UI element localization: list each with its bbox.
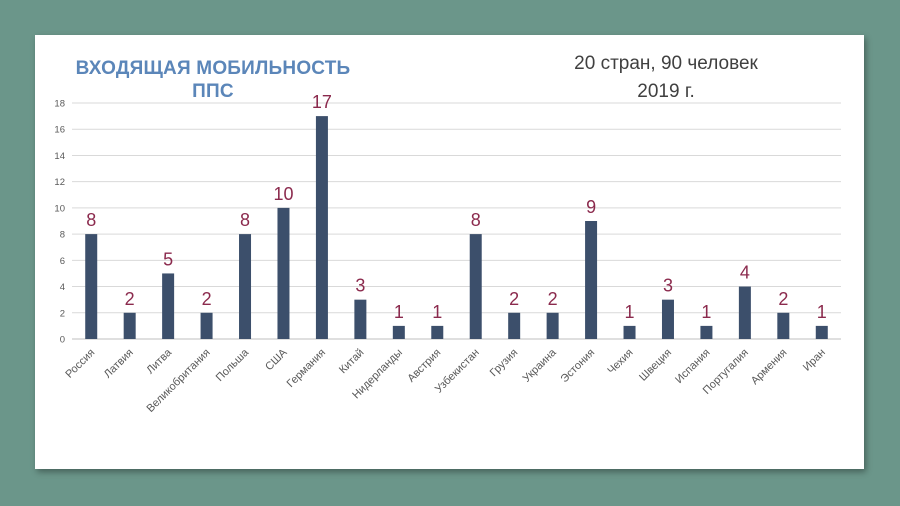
x-tick-label: Чехия bbox=[605, 347, 635, 377]
slide: ВХОДЯЩАЯ МОБИЛЬНОСТЬ ППС 20 стран, 90 че… bbox=[35, 35, 864, 469]
data-label: 1 bbox=[701, 302, 711, 322]
data-label: 8 bbox=[240, 210, 250, 230]
data-label: 3 bbox=[355, 276, 365, 296]
data-label: 8 bbox=[86, 210, 96, 230]
bar bbox=[200, 312, 213, 339]
data-label: 2 bbox=[778, 289, 788, 309]
bar bbox=[239, 234, 252, 339]
bar bbox=[815, 325, 828, 339]
data-label: 8 bbox=[471, 210, 481, 230]
data-label: 10 bbox=[273, 184, 293, 204]
y-tick-label: 6 bbox=[60, 256, 65, 267]
bar bbox=[123, 312, 136, 339]
bar bbox=[585, 221, 598, 339]
y-tick-label: 8 bbox=[60, 230, 65, 241]
data-label: 3 bbox=[663, 276, 673, 296]
x-tick-label: Грузия bbox=[488, 347, 521, 380]
x-tick-label: Литва bbox=[144, 346, 174, 376]
x-tick-label: Германия bbox=[285, 347, 328, 390]
y-tick-label: 18 bbox=[54, 99, 65, 110]
bar bbox=[508, 312, 521, 339]
x-tick-label: Испания bbox=[673, 347, 712, 386]
x-tick-label: Латвия bbox=[102, 347, 136, 381]
y-tick-label: 10 bbox=[54, 203, 65, 214]
bar bbox=[277, 207, 290, 339]
chart-title-line1: ВХОДЯЩАЯ МОБИЛЬНОСТЬ bbox=[75, 58, 351, 79]
data-label: 5 bbox=[163, 249, 173, 269]
y-tick-label: 12 bbox=[54, 177, 65, 188]
data-label: 1 bbox=[817, 302, 827, 322]
data-label: 1 bbox=[625, 302, 635, 322]
data-label: 9 bbox=[586, 197, 596, 217]
bar bbox=[546, 312, 559, 339]
x-tick-label: Польша bbox=[214, 346, 252, 384]
subtitle-line2: 2019 г. bbox=[637, 81, 695, 102]
bar bbox=[85, 234, 98, 339]
data-label: 2 bbox=[125, 289, 135, 309]
bar bbox=[431, 325, 444, 339]
x-tick-label: Эстония bbox=[559, 347, 598, 386]
bar bbox=[738, 286, 751, 339]
data-label: 2 bbox=[548, 289, 558, 309]
bar bbox=[162, 273, 175, 339]
x-tick-label: Австрия bbox=[405, 347, 443, 385]
data-label: 1 bbox=[394, 302, 404, 322]
subtitle-line1: 20 стран, 90 человек bbox=[574, 53, 758, 74]
x-tick-label: Китай bbox=[337, 347, 367, 377]
bar bbox=[469, 234, 482, 339]
chart-title-line2: ППС bbox=[192, 81, 234, 102]
bar bbox=[392, 325, 405, 339]
bar bbox=[623, 325, 636, 339]
data-label: 17 bbox=[312, 92, 332, 112]
x-tick-label: Армения bbox=[749, 347, 790, 388]
x-tick-label: Украина bbox=[521, 346, 560, 385]
x-tick-label: Швеция bbox=[637, 347, 674, 384]
y-tick-label: 16 bbox=[54, 125, 65, 136]
bar bbox=[700, 325, 713, 339]
data-label: 1 bbox=[432, 302, 442, 322]
data-label: 2 bbox=[202, 289, 212, 309]
bar bbox=[661, 299, 674, 339]
x-tick-label: США bbox=[263, 346, 290, 373]
y-tick-label: 2 bbox=[60, 308, 65, 319]
chart-title: ВХОДЯЩАЯ МОБИЛЬНОСТЬ ППС bbox=[63, 57, 363, 103]
y-tick-label: 0 bbox=[60, 335, 65, 346]
bar bbox=[354, 299, 367, 339]
chart-subtitle: 20 стран, 90 человек 2019 г. bbox=[535, 50, 797, 106]
x-tick-label: Иран bbox=[801, 347, 828, 374]
x-tick-label: Россия bbox=[63, 347, 97, 381]
bar-chart: 0246810121416188Россия2Латвия5Литва2Вели… bbox=[54, 92, 841, 415]
data-label: 4 bbox=[740, 263, 750, 283]
bar bbox=[777, 312, 790, 339]
y-tick-label: 4 bbox=[60, 282, 65, 293]
data-label: 2 bbox=[509, 289, 519, 309]
bar bbox=[315, 116, 328, 339]
y-tick-label: 14 bbox=[54, 151, 65, 162]
